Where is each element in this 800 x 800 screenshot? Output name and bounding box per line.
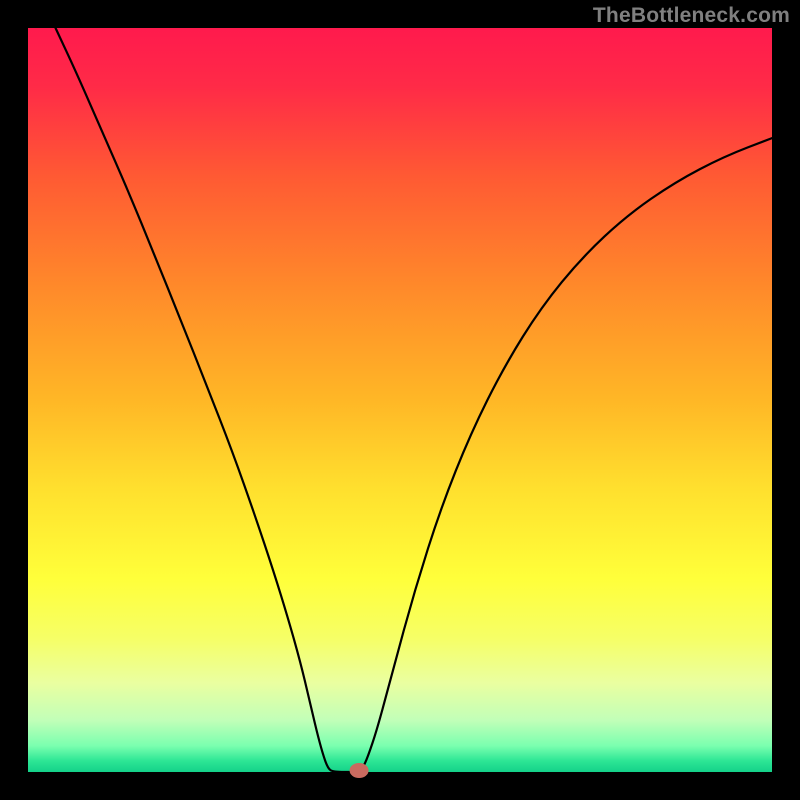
watermark-text: TheBottleneck.com xyxy=(593,4,790,28)
optimum-marker xyxy=(350,764,368,778)
bottleneck-chart xyxy=(0,0,800,800)
plot-background xyxy=(28,28,772,772)
chart-container: TheBottleneck.com xyxy=(0,0,800,800)
